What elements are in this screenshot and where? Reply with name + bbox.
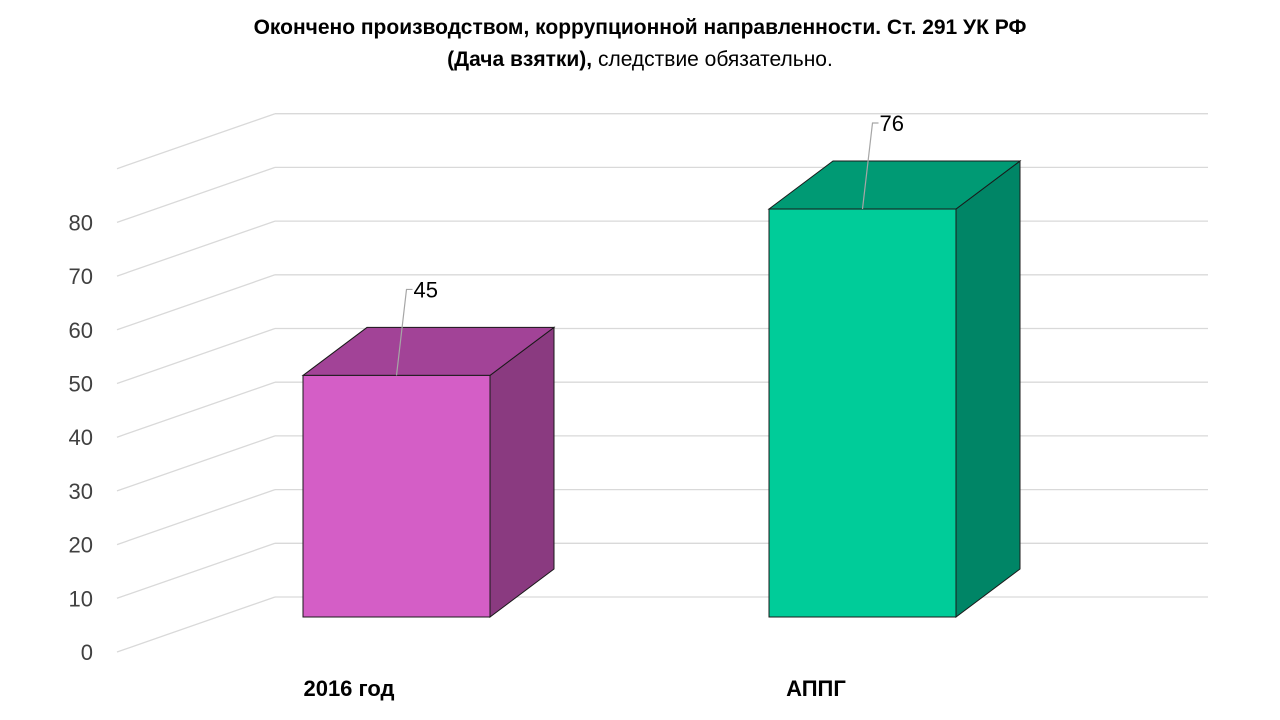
bar-front (302, 374, 491, 618)
bars (301, 160, 1022, 618)
bar-front (768, 208, 957, 618)
y-tick-label: 20 (69, 533, 93, 558)
data-label: 76 (880, 111, 904, 136)
gridline-side (116, 596, 276, 653)
x-category-label: АППГ (786, 676, 846, 701)
bar-1 (301, 326, 556, 618)
x-category-label: 2016 год (303, 676, 394, 701)
y-tick-label: 0 (81, 640, 93, 665)
data-label-leader (861, 122, 879, 210)
y-tick-label: 60 (69, 318, 93, 343)
x-axis-categories: 2016 год АППГ (303, 676, 846, 701)
y-tick-label: 50 (69, 372, 93, 397)
y-axis-ticks: 0 10 20 30 40 50 60 70 80 (69, 210, 93, 665)
chart-title-normal: следствие обязательно. (592, 48, 833, 71)
gridlines (116, 113, 1208, 653)
gridline-side (116, 542, 276, 599)
bar-2 (767, 160, 1022, 618)
gridline-side (116, 166, 276, 224)
data-labels: 45 76 (395, 111, 904, 376)
y-tick-label: 10 (69, 586, 93, 611)
data-label: 45 (414, 277, 438, 302)
bar-side (489, 326, 555, 618)
gridline-side (116, 327, 276, 385)
gridline-side (116, 381, 276, 438)
gridline-side (116, 488, 276, 546)
y-tick-label: 30 (69, 479, 93, 504)
bar-side (955, 160, 1021, 618)
chart-title-line-2: (Дача взятки), следствие обязательно. (0, 44, 1280, 76)
gridline-side (116, 435, 276, 492)
chart-title-bold-2: (Дача взятки), (447, 48, 593, 71)
y-tick-label: 80 (69, 210, 93, 235)
y-tick-label: 40 (69, 425, 93, 450)
data-label-leader (395, 288, 413, 376)
gridline-side (116, 274, 276, 331)
chart-title-line-1: Окончено производством, коррупционной на… (0, 12, 1280, 44)
chart-title: Окончено производством, коррупционной на… (0, 12, 1280, 76)
chart-title-bold: Окончено производством, коррупционной на… (253, 16, 1027, 39)
gridline-side (116, 113, 276, 170)
y-tick-label: 70 (69, 264, 93, 289)
gridline-side (116, 220, 276, 277)
